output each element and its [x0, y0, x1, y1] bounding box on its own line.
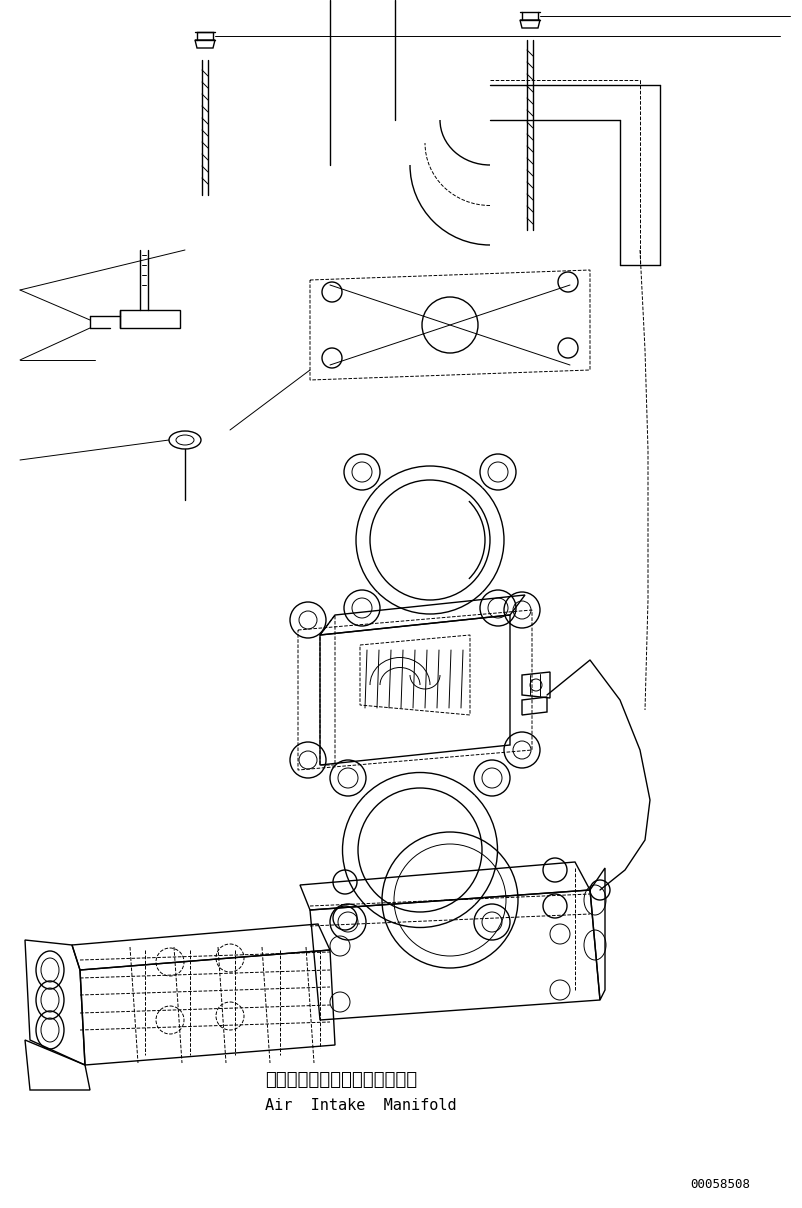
Text: Air  Intake  Manifold: Air Intake Manifold [265, 1098, 456, 1113]
Text: 00058508: 00058508 [690, 1179, 750, 1191]
Text: エアーインテークマニホールド: エアーインテークマニホールド [265, 1071, 417, 1088]
